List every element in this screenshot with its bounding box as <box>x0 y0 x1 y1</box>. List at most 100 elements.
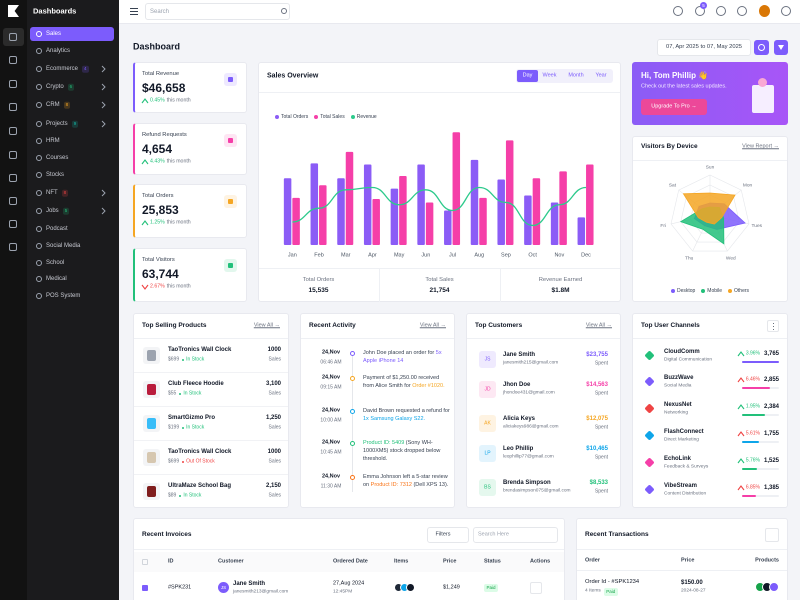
status-badge <box>603 588 618 596</box>
menu-item[interactable]: NFT <box>46 190 58 196</box>
menu-item[interactable]: Jobs <box>46 208 59 214</box>
x-tick-label: Feb <box>314 252 323 258</box>
card-title: Top Selling Products <box>142 321 207 329</box>
stat-change: 1.25% <box>150 219 165 226</box>
x-tick-label: Nov <box>554 252 564 258</box>
menu-item[interactable]: School <box>46 260 65 266</box>
product-thumb <box>769 582 779 592</box>
activity-date: 24,Nov <box>321 439 341 446</box>
product-name: Club Fleece Hoodie <box>168 381 224 387</box>
menu-item[interactable]: Crypto <box>46 84 64 90</box>
legend-label: Others <box>734 288 750 294</box>
activity-time: 10:45 AM <box>320 449 342 456</box>
menu-item[interactable]: Social Media <box>46 243 81 249</box>
tab[interactable]: Week <box>542 72 557 79</box>
x-tick-label: Jun <box>421 252 430 258</box>
product-sales-label: Sales <box>268 492 281 499</box>
view-report-link[interactable]: View Report → <box>742 143 779 150</box>
header-icon[interactable] <box>716 6 726 16</box>
checkbox[interactable] <box>142 559 148 565</box>
channel-name: EchoLink <box>664 456 692 462</box>
menu-button[interactable] <box>765 528 779 542</box>
menu-item[interactable]: Podcast <box>46 226 68 232</box>
trend-arrow <box>141 98 149 104</box>
order-status: Paid <box>606 588 616 594</box>
x-tick-label: Sep <box>501 252 511 258</box>
activity-text: John Doe placed an order for 5x Apple iP… <box>363 349 451 379</box>
activity-text-part: Emma Johnson left a 5-star review on <box>363 474 448 488</box>
menu-icon <box>36 243 42 249</box>
tab[interactable]: Month <box>568 72 584 79</box>
column-header: Order <box>585 557 600 564</box>
column-header: Customer <box>218 558 244 565</box>
divider <box>134 549 564 550</box>
menu-item[interactable]: Projects <box>46 121 68 127</box>
radar-chart: Sun Mon Tues Wed Thu Fri Sat <box>660 164 762 261</box>
avatar[interactable] <box>759 5 770 17</box>
trend-icon <box>141 98 149 104</box>
progress-bar <box>742 414 766 416</box>
chevron-icon <box>101 189 106 197</box>
menu-button[interactable] <box>767 320 779 332</box>
product-status: In Stock <box>186 356 205 363</box>
menu-icon <box>36 172 42 178</box>
order-date: 27,Aug 2024 <box>333 580 365 587</box>
icon <box>9 174 17 182</box>
radar-axis-label: Sat <box>669 182 677 188</box>
action-button[interactable] <box>530 582 542 594</box>
item-thumb <box>406 583 415 592</box>
view-all-link[interactable]: View All → <box>253 322 280 329</box>
trend-icon <box>737 377 745 383</box>
customer-email: janesmith215@gmail.com <box>503 360 559 366</box>
stat-icon-glyph <box>228 199 233 204</box>
icon <box>9 197 17 205</box>
channel-desc: Networking <box>664 410 688 416</box>
filters-button[interactable] <box>427 527 469 543</box>
header-icon[interactable] <box>781 6 791 16</box>
tab[interactable]: Day <box>522 72 533 79</box>
search-box[interactable] <box>473 527 558 543</box>
column-header: Items <box>394 558 409 565</box>
icon <box>9 103 17 111</box>
customer-email: leophillip77@gmail.com <box>503 454 554 460</box>
view-all-link[interactable]: View All → <box>585 322 612 329</box>
stat-change: 4.43% <box>150 158 165 165</box>
menu-item[interactable]: Courses <box>46 155 69 161</box>
order-items: 4 Items <box>585 588 601 594</box>
customer-name: Jane Smith <box>503 352 536 358</box>
header-icon[interactable] <box>673 6 683 16</box>
row-divider <box>134 440 288 441</box>
customer-amount: $8,533 <box>589 480 608 486</box>
menu-item[interactable]: Stocks <box>46 172 65 178</box>
tab[interactable]: Year <box>595 72 607 79</box>
customer-name: Leo Phillip <box>503 446 534 452</box>
customer-avatar <box>218 582 229 593</box>
promo-button[interactable] <box>641 99 707 115</box>
menu-item[interactable]: Analytics <box>46 48 71 54</box>
view-all-link[interactable]: View All → <box>419 322 446 329</box>
bar <box>577 217 586 245</box>
header-icon[interactable] <box>737 6 747 16</box>
search-box[interactable] <box>145 3 290 20</box>
menu-item[interactable]: HRM <box>46 138 60 144</box>
product-status: In Stock <box>183 492 202 499</box>
product-name: UltraMaze School Bag <box>168 483 232 489</box>
checkbox-checked[interactable] <box>142 585 148 591</box>
cart-badge-bg <box>700 2 707 9</box>
stat-card <box>133 62 247 113</box>
menu-item[interactable]: Ecommerce <box>46 66 79 72</box>
btn-glyph <box>778 45 784 50</box>
bar <box>532 178 541 245</box>
menu-item[interactable]: Sales <box>46 31 62 37</box>
card-title: Recent Invoices <box>142 530 192 538</box>
radar-axis-label: Sun <box>706 164 715 170</box>
column-header: ID <box>168 558 174 565</box>
legend-label: Total Sales <box>320 114 345 120</box>
legend-item: Revenue <box>350 114 377 120</box>
menu-item[interactable]: POS System <box>46 293 81 299</box>
menu-item[interactable]: CRM <box>46 102 60 108</box>
menu-item[interactable]: Medical <box>46 276 67 282</box>
customer-avatar <box>479 415 496 432</box>
date-box[interactable] <box>657 39 751 56</box>
menu-icon <box>36 293 42 299</box>
